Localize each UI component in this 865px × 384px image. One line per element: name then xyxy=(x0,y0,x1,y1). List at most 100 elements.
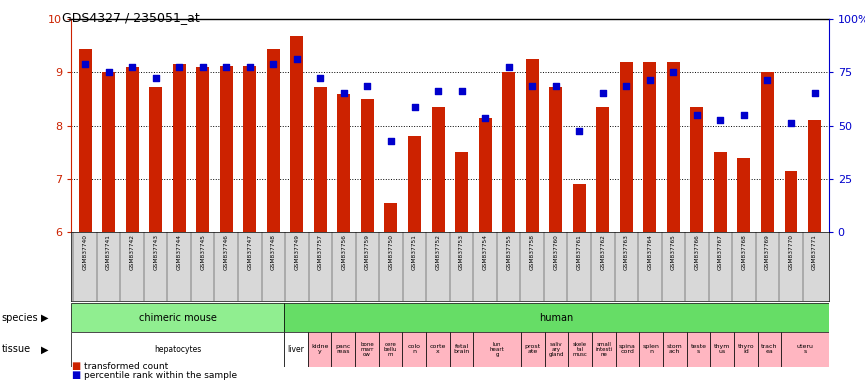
Text: GDS4327 / 235051_at: GDS4327 / 235051_at xyxy=(62,12,200,25)
Bar xyxy=(639,332,663,367)
Text: ▶: ▶ xyxy=(41,313,48,323)
Bar xyxy=(337,94,350,232)
Bar xyxy=(592,332,616,367)
Text: GSM837758: GSM837758 xyxy=(529,234,535,270)
Point xyxy=(502,64,516,70)
Text: GSM837745: GSM837745 xyxy=(200,234,205,270)
Text: GSM837762: GSM837762 xyxy=(600,234,606,270)
Text: GSM837769: GSM837769 xyxy=(765,234,770,270)
Text: prost
ate: prost ate xyxy=(524,344,541,354)
Bar xyxy=(710,332,734,367)
Bar xyxy=(758,332,781,367)
Text: panc
reas: panc reas xyxy=(336,344,351,354)
Text: GSM837742: GSM837742 xyxy=(130,234,135,270)
Text: GSM837764: GSM837764 xyxy=(647,234,652,270)
Text: teste
s: teste s xyxy=(690,344,707,354)
Bar xyxy=(284,303,829,332)
Text: uteru
s: uteru s xyxy=(797,344,813,354)
Text: GSM837753: GSM837753 xyxy=(459,234,464,270)
Text: GSM837757: GSM837757 xyxy=(317,234,323,270)
Text: GSM837771: GSM837771 xyxy=(812,234,817,270)
Bar xyxy=(545,332,568,367)
Text: kidne
y: kidne y xyxy=(311,344,328,354)
Text: bone
marr
ow: bone marr ow xyxy=(360,342,374,357)
Text: GSM837746: GSM837746 xyxy=(224,234,228,270)
Text: thym
us: thym us xyxy=(714,344,730,354)
Text: GSM837759: GSM837759 xyxy=(365,234,370,270)
Point xyxy=(737,112,751,118)
Bar xyxy=(568,332,592,367)
Bar xyxy=(478,118,491,232)
Text: GSM837747: GSM837747 xyxy=(247,234,253,270)
Text: colo
n: colo n xyxy=(407,344,420,354)
Point xyxy=(784,120,798,126)
Text: transformed count: transformed count xyxy=(84,362,168,371)
Point xyxy=(619,83,633,89)
Text: fetal
brain: fetal brain xyxy=(453,344,470,354)
Text: GSM837741: GSM837741 xyxy=(106,234,111,270)
Bar xyxy=(714,152,727,232)
Point xyxy=(361,83,375,89)
Bar xyxy=(71,332,284,367)
Bar xyxy=(426,332,450,367)
Bar xyxy=(450,332,473,367)
Bar xyxy=(690,107,703,232)
Text: ▶: ▶ xyxy=(41,344,48,354)
Bar xyxy=(291,36,304,232)
Text: GSM837743: GSM837743 xyxy=(153,234,158,270)
Text: GSM837751: GSM837751 xyxy=(412,234,417,270)
Point xyxy=(478,115,492,121)
Text: GSM837766: GSM837766 xyxy=(695,234,700,270)
Point xyxy=(643,78,657,84)
Bar xyxy=(761,73,774,232)
Bar xyxy=(102,73,115,232)
Bar xyxy=(616,332,639,367)
Bar xyxy=(356,332,379,367)
Bar xyxy=(173,65,186,232)
Bar xyxy=(644,62,657,232)
Bar xyxy=(781,332,829,367)
Point xyxy=(690,112,704,118)
Bar xyxy=(79,48,92,232)
Bar xyxy=(308,332,331,367)
Text: GSM837755: GSM837755 xyxy=(506,234,511,270)
Text: GSM837752: GSM837752 xyxy=(436,234,440,270)
Text: ■: ■ xyxy=(71,361,80,371)
Text: saliv
ary
gland: saliv ary gland xyxy=(548,342,564,357)
Bar xyxy=(379,332,402,367)
Bar xyxy=(473,332,521,367)
Bar xyxy=(361,99,374,232)
Point xyxy=(313,75,327,81)
Text: splen
n: splen n xyxy=(643,344,659,354)
Text: GSM837767: GSM837767 xyxy=(718,234,723,270)
Text: GSM837744: GSM837744 xyxy=(176,234,182,270)
Point xyxy=(407,104,421,110)
Text: GSM837754: GSM837754 xyxy=(483,234,488,270)
Bar xyxy=(455,152,468,232)
Point xyxy=(455,88,469,94)
Text: GSM837749: GSM837749 xyxy=(294,234,299,270)
Bar xyxy=(549,88,562,232)
Point xyxy=(760,78,774,84)
Point xyxy=(525,83,539,89)
Point xyxy=(125,64,139,70)
Bar xyxy=(220,66,233,232)
Point xyxy=(243,64,257,70)
Text: stom
ach: stom ach xyxy=(667,344,682,354)
Text: GSM837768: GSM837768 xyxy=(741,234,746,270)
Bar xyxy=(620,62,633,232)
Bar xyxy=(432,107,445,232)
Text: skele
tal
musc: skele tal musc xyxy=(573,342,587,357)
Bar xyxy=(738,158,751,232)
Bar xyxy=(663,332,687,367)
Text: GSM837740: GSM837740 xyxy=(82,234,87,270)
Point xyxy=(431,88,445,94)
Text: GSM837760: GSM837760 xyxy=(554,234,558,270)
Bar xyxy=(503,73,515,232)
Point xyxy=(808,89,822,96)
Point xyxy=(666,70,680,76)
Bar xyxy=(149,88,162,232)
Text: percentile rank within the sample: percentile rank within the sample xyxy=(84,371,237,380)
Text: GSM837763: GSM837763 xyxy=(624,234,629,270)
Bar xyxy=(521,332,545,367)
